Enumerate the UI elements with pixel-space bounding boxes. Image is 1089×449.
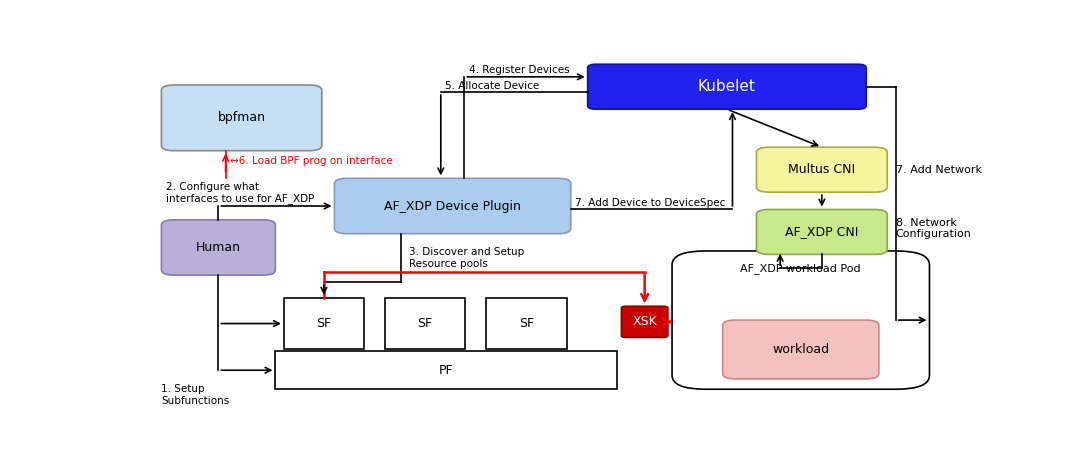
FancyBboxPatch shape	[672, 251, 930, 389]
Text: SF: SF	[316, 317, 331, 330]
Text: 2. Configure what
interfaces to use for AF_XDP: 2. Configure what interfaces to use for …	[166, 182, 314, 204]
FancyBboxPatch shape	[757, 209, 888, 255]
FancyBboxPatch shape	[588, 64, 866, 109]
Text: 5. Allocate Device: 5. Allocate Device	[445, 81, 539, 91]
Text: Kubelet: Kubelet	[698, 79, 756, 94]
Bar	[386, 298, 465, 349]
Bar	[487, 298, 566, 349]
Text: workload: workload	[772, 343, 830, 356]
Text: XSK: XSK	[633, 315, 657, 328]
Text: Human: Human	[196, 241, 241, 254]
Text: 7. Add Network: 7. Add Network	[895, 165, 981, 175]
Text: 3. Discover and Setup
Resource pools: 3. Discover and Setup Resource pools	[409, 247, 524, 269]
Text: AF_XDP Device Plugin: AF_XDP Device Plugin	[384, 199, 521, 212]
Text: AF_XDP workload Pod: AF_XDP workload Pod	[741, 263, 861, 274]
FancyBboxPatch shape	[622, 306, 668, 337]
FancyBboxPatch shape	[161, 85, 322, 151]
FancyBboxPatch shape	[161, 220, 276, 275]
Bar	[276, 351, 617, 389]
Text: 8. Network
Configuration: 8. Network Configuration	[895, 218, 971, 239]
Text: 4. Register Devices: 4. Register Devices	[468, 66, 570, 75]
FancyBboxPatch shape	[334, 178, 571, 233]
FancyBboxPatch shape	[757, 147, 888, 192]
Text: ↔6. Load BPF prog on interface: ↔6. Load BPF prog on interface	[230, 156, 392, 166]
Text: PF: PF	[439, 364, 454, 377]
Text: SF: SF	[518, 317, 534, 330]
Text: AF_XDP CNI: AF_XDP CNI	[785, 225, 858, 238]
Text: Multus CNI: Multus CNI	[788, 163, 856, 176]
Text: SF: SF	[417, 317, 432, 330]
Bar	[284, 298, 364, 349]
Text: 7. Add Device to DeviceSpec: 7. Add Device to DeviceSpec	[575, 198, 725, 208]
Text: bpfman: bpfman	[218, 111, 266, 124]
FancyBboxPatch shape	[723, 320, 879, 379]
Text: 1. Setup
Subfunctions: 1. Setup Subfunctions	[161, 384, 230, 405]
